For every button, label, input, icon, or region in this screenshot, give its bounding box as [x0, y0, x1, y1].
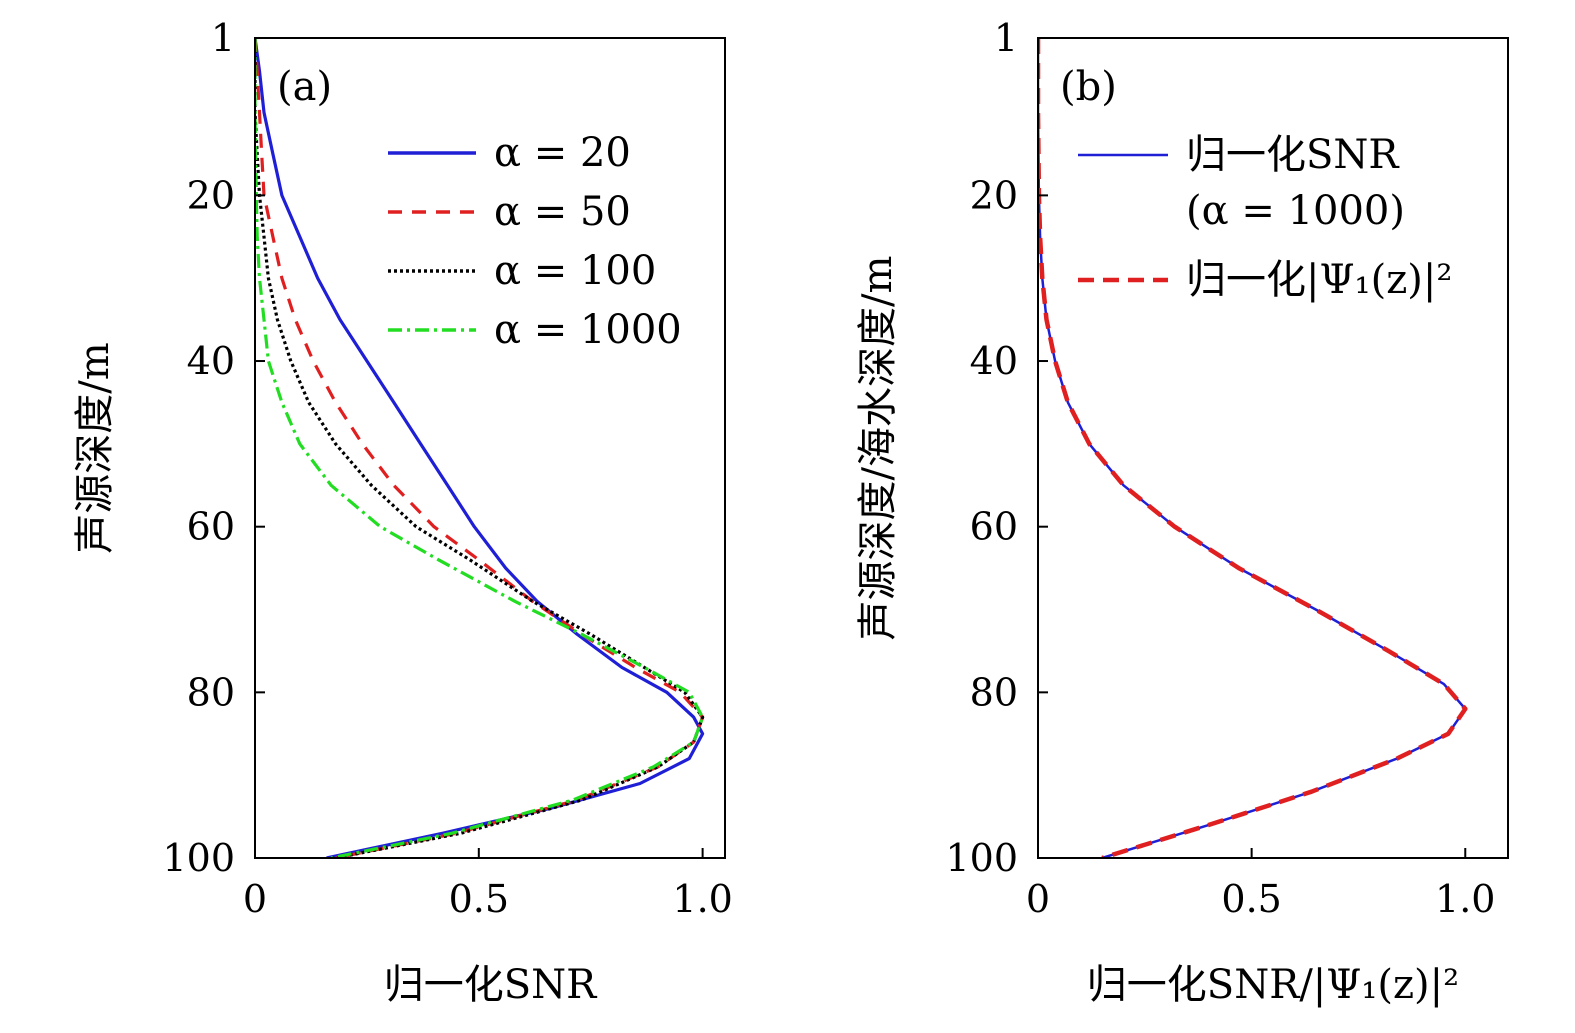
y-tick-label: 80 [187, 670, 235, 714]
y-tick-label: 100 [162, 836, 235, 880]
y-tick-label: 1 [994, 16, 1018, 60]
y-tick-label: 20 [187, 173, 235, 217]
x-tick-label: 0 [243, 877, 267, 921]
y-tick-label: 1 [211, 16, 235, 60]
legend: α = 20 α = 50 α = 100 α = 1000 [388, 130, 682, 353]
legend-label: α = 20 [494, 130, 631, 176]
x-tick-label: 0 [1026, 877, 1050, 921]
series-line-1 [1038, 38, 1468, 858]
plot-frame [1037, 37, 1509, 859]
series-group [1038, 38, 1468, 858]
series-group [255, 38, 705, 858]
plot-frame [254, 37, 726, 859]
y-axis-title: 声源深度/海水深度/m [855, 256, 901, 641]
panel-b: 1 20 40 60 80 1000 0.5 1.0 归一化SNR/|Ψ₁(z)|² 声源深度/海… [855, 16, 1509, 1008]
y-tick-label: 40 [970, 339, 1018, 383]
series-line-2 [255, 38, 705, 858]
y-tick-label: 60 [187, 505, 235, 549]
legend-label: α = 1000 [494, 307, 682, 353]
legend: 归一化SNR (α = 1000) 归一化|Ψ₁(z)|² [1078, 132, 1452, 303]
legend-label: 归一化|Ψ₁(z)|² [1186, 257, 1452, 303]
legend-label: α = 100 [494, 248, 656, 294]
panel-label: (a) [277, 64, 332, 110]
y-tick-label: 100 [945, 836, 1018, 880]
x-tick-label: 0.5 [1221, 877, 1281, 921]
y-tick-label: 60 [970, 505, 1018, 549]
y-tick-label: 80 [970, 670, 1018, 714]
x-axis-title: 归一化SNR [384, 962, 598, 1008]
panel-a: 1 20 40 60 80 1000 0.5 1.0 归一化SNR 声源深度/m (a) α = 20… [72, 16, 733, 1008]
y-tick-label: 20 [970, 173, 1018, 217]
x-tick-label: 0.5 [449, 877, 509, 921]
panel-label: (b) [1060, 64, 1117, 110]
series-line-3 [255, 38, 705, 858]
series-line-1 [255, 38, 705, 858]
y-axis-title: 声源深度/m [72, 342, 118, 553]
x-axis-title: 归一化SNR/|Ψ₁(z)|² [1087, 962, 1459, 1008]
legend-label: 归一化SNR [1186, 132, 1400, 178]
legend-label: α = 50 [494, 189, 631, 235]
x-tick-label: 1.0 [672, 877, 732, 921]
legend-label: (α = 1000) [1186, 188, 1405, 234]
y-tick-label: 40 [187, 339, 235, 383]
series-line-0 [255, 38, 705, 858]
x-tick-label: 1.0 [1435, 877, 1495, 921]
